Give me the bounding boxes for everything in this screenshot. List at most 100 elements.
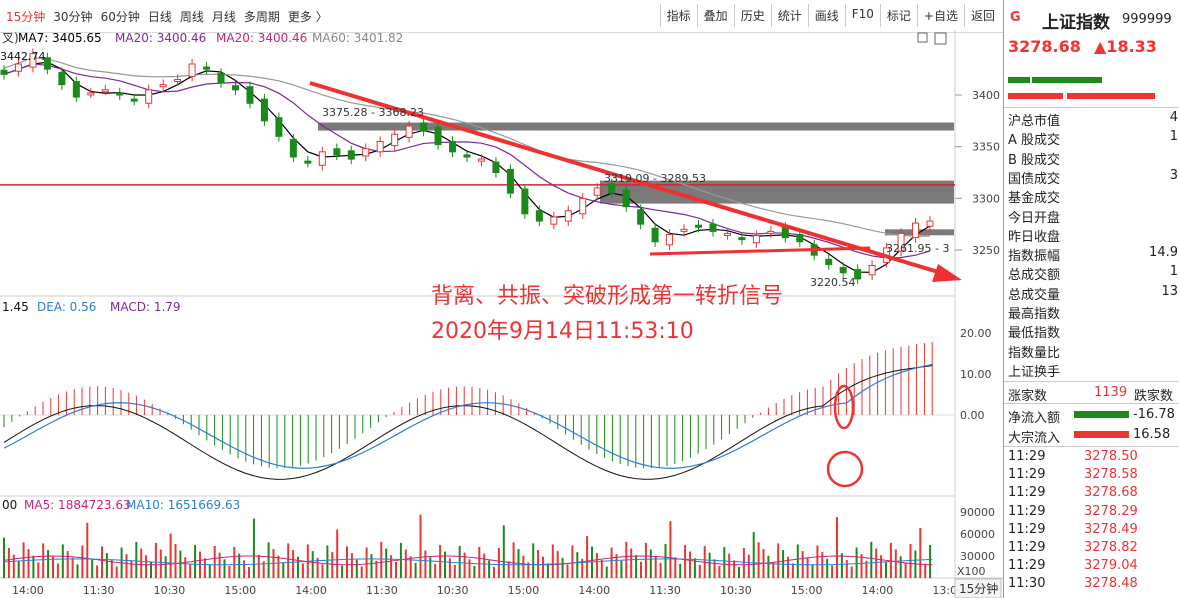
candle-body [463, 154, 471, 158]
candle-body [695, 224, 702, 228]
candle-body [752, 235, 760, 244]
tool-button[interactable]: 历史 [733, 4, 771, 27]
tick-price: 3278.82 [1084, 540, 1138, 555]
field-label: 上证换手 [1008, 364, 1061, 380]
dea-line [3, 363, 933, 469]
bar-green-2 [1032, 77, 1102, 83]
tick-price: 3278.49 [1084, 521, 1138, 537]
price-tick-label: 3400 [972, 89, 1000, 102]
candle-body [926, 220, 934, 227]
candle-body [477, 158, 485, 162]
price-tick-label: 3350 [972, 141, 1000, 154]
period-tab[interactable]: 30分钟 [53, 10, 93, 24]
candle-body [289, 138, 297, 158]
ma60-line [3, 57, 931, 237]
field-label: 指数量比 [1008, 345, 1061, 361]
candle-body [116, 92, 124, 96]
candle-body [58, 71, 66, 86]
tool-button[interactable]: 指标 [659, 4, 697, 27]
tool-button[interactable]: 统计 [770, 4, 808, 27]
candle-body [87, 92, 95, 96]
tool-button[interactable]: +自选 [916, 4, 964, 27]
up-count: 1139 [1094, 385, 1128, 400]
pane-maximize-icon[interactable] [917, 32, 928, 43]
period-selector[interactable] [954, 578, 1002, 598]
candle-body [130, 98, 138, 102]
tick-time: 11:29 [1008, 540, 1046, 555]
period-tab[interactable]: 更多 〉 [287, 10, 328, 24]
zone3-label: 3261.95 - 3 [886, 242, 949, 255]
candle-body [159, 84, 167, 88]
candle-body [825, 258, 833, 265]
tick-time: 11:29 [1008, 485, 1046, 501]
field-value: 14.9 [1149, 245, 1178, 261]
candle-body [391, 133, 399, 147]
candle-body [232, 85, 239, 91]
block-value: 16.58 [1133, 427, 1171, 442]
period-tab[interactable]: 周线 [179, 10, 204, 24]
candle-body [188, 63, 196, 77]
time-tick-label: 14:00 [12, 584, 44, 597]
zone1-label: 3375.28 - 3368.23 [322, 106, 424, 119]
candle-body [622, 189, 630, 208]
pane-restore-icon[interactable] [934, 32, 947, 45]
vol-tick-label: 60000 [960, 528, 995, 541]
period-tab[interactable]: 月线 [211, 10, 236, 24]
vol-ma5-line [3, 555, 933, 566]
index-code: 999999 [1122, 12, 1172, 27]
candle-body [376, 141, 384, 153]
bar-red-2 [1067, 93, 1155, 99]
candle-body [593, 187, 601, 196]
vol-tick-label: 30000 [960, 550, 995, 563]
chart-tools: 指标 叠加 历史 统计 画线 F10 标记 +自选 返回 [659, 4, 1001, 27]
candle-body [839, 267, 847, 274]
bar-green-1 [1008, 77, 1030, 83]
tool-button[interactable]: 叠加 [696, 4, 734, 27]
field-value: 4 [1169, 110, 1178, 125]
divider [1004, 446, 1179, 447]
candle-body [854, 269, 862, 280]
ma7-line [3, 61, 931, 273]
candle-body [449, 141, 457, 153]
candle-body [868, 265, 876, 276]
up-label: 涨家数 [1008, 389, 1048, 404]
price-tick-label: 3300 [972, 192, 1000, 205]
time-tick-label: 15:00 [224, 584, 256, 597]
bar-red-1 [1008, 93, 1063, 99]
tool-button[interactable]: 返回 [963, 4, 1001, 27]
price-tick-label: 3250 [972, 244, 1000, 257]
time-tick-label: 11:30 [83, 584, 115, 597]
down-label: 跌家数 [1134, 389, 1174, 404]
field-label: A 股成交 [1008, 133, 1061, 149]
candle-body [101, 89, 109, 93]
candle-body [260, 98, 268, 122]
tool-button[interactable]: F10 [844, 4, 880, 27]
candle-body [651, 227, 659, 243]
period-tab[interactable]: 15分钟 [6, 10, 46, 24]
period-tab[interactable]: 多周期 [243, 10, 280, 24]
period-tab[interactable]: 日线 [147, 10, 172, 24]
candle-body [43, 57, 51, 70]
time-tick-label: 11:30 [649, 584, 681, 597]
trend-arrow [309, 81, 946, 276]
period-tab[interactable]: 60分钟 [100, 10, 140, 24]
candle-body [347, 150, 355, 160]
tick-time: 11:30 [1008, 576, 1046, 592]
kline-chart[interactable]: 3250 3300 3350 3400 20.00 10.00 0.00 90000 600… [0, 22, 1003, 598]
candle-body [579, 197, 587, 215]
period-selector-label: 15分钟 [959, 581, 998, 596]
time-tick-label: 13:0 [932, 584, 957, 597]
time-tick-label: 10:30 [720, 584, 752, 597]
candle-body [506, 168, 514, 194]
ma60-legend: MA60: 3401.82 [312, 31, 403, 45]
tick-price: 3278.29 [1084, 503, 1138, 519]
tick-price: 3279.04 [1084, 558, 1138, 574]
candle-body [72, 81, 80, 98]
netin-label: 净流入额 [1008, 411, 1061, 426]
candle-body [738, 237, 746, 241]
tick-price: 3278.58 [1084, 467, 1138, 483]
field-label: 最低指数 [1008, 326, 1061, 342]
tool-button[interactable]: 画线 [807, 4, 845, 27]
tool-button[interactable]: 标记 [879, 4, 917, 27]
candle-body [550, 216, 558, 225]
